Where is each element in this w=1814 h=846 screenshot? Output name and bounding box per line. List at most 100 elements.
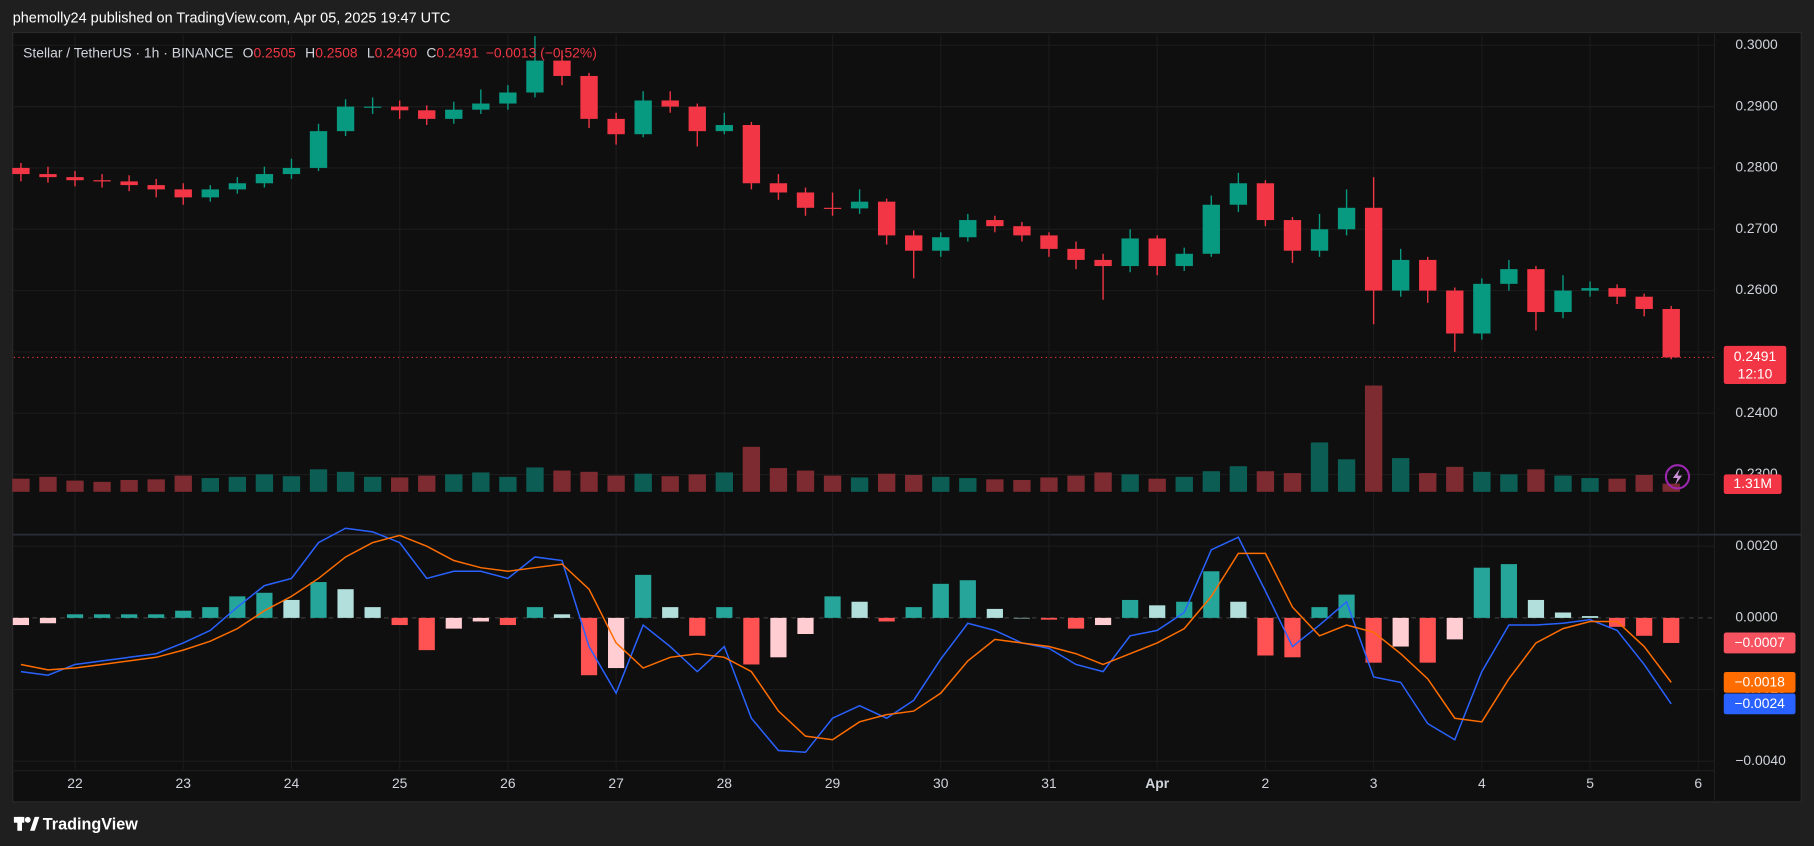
value-label-box (1723, 671, 1796, 693)
volume-bar (499, 476, 517, 492)
candle-body (1527, 269, 1545, 313)
histogram-bar (1284, 617, 1301, 658)
candle-body (1040, 235, 1058, 249)
volume-bar (1527, 469, 1545, 492)
histogram-bar (121, 614, 138, 618)
candle-body (742, 125, 761, 184)
candle-body (445, 109, 463, 119)
candle-body (1202, 204, 1220, 254)
y-tick-label: 0.0000 (1735, 609, 1778, 625)
y-tick-label: −0.0040 (1735, 752, 1786, 768)
candle-body (580, 75, 598, 119)
legend-key: O (243, 44, 254, 60)
histogram-bar (1203, 571, 1220, 618)
candle-body (607, 118, 625, 135)
candle-body (1148, 238, 1166, 267)
candle-body (932, 237, 950, 251)
candle-body (499, 92, 517, 104)
candle-body (1283, 220, 1302, 251)
candle-body (1229, 183, 1248, 205)
y-tick-label: 0.2800 (1735, 159, 1778, 175)
histogram-bar (202, 607, 219, 618)
candle-body (282, 167, 301, 175)
histogram-bar (256, 592, 273, 618)
histogram-bar (1581, 616, 1599, 618)
value-label: −0.0024 (1734, 695, 1785, 711)
volume-bar (1067, 475, 1085, 492)
x-tick-label: 28 (717, 775, 733, 791)
histogram-bar (1392, 617, 1409, 647)
x-tick-label: 6 (1694, 775, 1702, 791)
volume-bar (174, 475, 192, 492)
histogram-bar (1419, 617, 1436, 663)
candle-body (823, 207, 842, 209)
histogram-bar (12, 617, 30, 626)
volume-bar (1148, 478, 1166, 492)
y-tick-label: 0.2400 (1735, 404, 1778, 420)
volume-bar (120, 479, 138, 492)
histogram-bar (93, 614, 111, 618)
histogram-bar (1473, 567, 1490, 618)
candle-body (147, 185, 165, 190)
histogram-bar (1554, 612, 1572, 618)
histogram-bar (1230, 601, 1247, 618)
volume-bar (255, 474, 274, 492)
volume-bar (1094, 472, 1112, 492)
alert-icon[interactable] (1664, 464, 1691, 490)
legend-value: 0.2505 (253, 44, 296, 60)
volume-bar (418, 475, 436, 492)
histogram-bar (553, 614, 571, 618)
histogram-bar (743, 617, 760, 665)
candle-body (959, 220, 977, 238)
histogram-bar (986, 608, 1003, 618)
volume-bar (282, 476, 301, 492)
byline: phemolly24 published on TradingView.com,… (13, 10, 451, 26)
legend-symbol: Stellar / TetherUS · 1h · BINANCE (23, 44, 233, 60)
x-tick-label: 2 (1262, 775, 1270, 791)
candle-body (661, 100, 679, 107)
y-tick-label: 0.2900 (1735, 97, 1778, 113)
legend: Stellar / TetherUS · 1h · BINANCE O0.2505… (23, 44, 597, 60)
volume-bar (1364, 385, 1383, 492)
candle-body (1256, 183, 1275, 221)
macd-line (20, 527, 1672, 754)
candle-body (634, 100, 652, 135)
candle-body (1473, 283, 1491, 334)
candle-body (390, 106, 409, 111)
histogram-bar (959, 580, 976, 618)
candle-body (1608, 288, 1626, 297)
candle-body (1554, 290, 1572, 313)
x-tick-label: 27 (608, 775, 624, 791)
volume-bar (1256, 471, 1275, 492)
histogram-bar (851, 601, 868, 618)
candle-body (1392, 259, 1410, 291)
x-tick-label: 29 (825, 775, 841, 791)
brand-logo (13, 816, 40, 831)
x-tick-label: Apr (1145, 775, 1169, 791)
volume-bar (526, 467, 544, 492)
x-tick-label: 24 (284, 775, 300, 791)
y-tick-label: 0.2600 (1735, 281, 1778, 297)
volume-label-box (1723, 474, 1782, 495)
volume-bar (742, 446, 761, 492)
chart-frame (12, 31, 1802, 803)
candle-body (1446, 290, 1464, 334)
volume-bar (1202, 471, 1220, 492)
histogram-bar (905, 607, 922, 618)
x-tick-label: 22 (67, 775, 83, 791)
legend-key: H (305, 44, 315, 60)
value-label: −0.0018 (1734, 674, 1785, 690)
candle-body (715, 125, 734, 132)
volume-bar (905, 474, 923, 492)
histogram-bar (499, 617, 516, 626)
histogram-bar (635, 574, 652, 618)
volume-bar (1392, 458, 1410, 492)
volume-bar (796, 470, 815, 492)
volume-bar (147, 479, 165, 492)
value-label-box (1723, 632, 1796, 654)
x-tick-label: 30 (933, 775, 949, 791)
volume-bar (472, 472, 490, 492)
volume-bar (363, 476, 382, 492)
candle-body (986, 220, 1004, 227)
candle-body (1337, 207, 1356, 230)
